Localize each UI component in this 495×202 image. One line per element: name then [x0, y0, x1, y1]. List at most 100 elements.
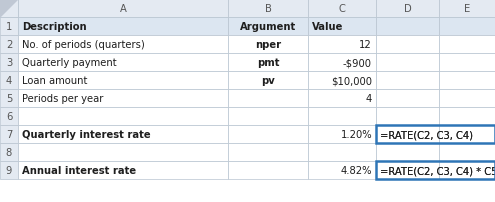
Bar: [0, 72, 18, 89]
Text: 1.20%: 1.20%: [341, 129, 372, 139]
Text: C: C: [339, 4, 346, 14]
Bar: [228, 0, 308, 18]
Bar: [308, 72, 376, 89]
Bar: [18, 0, 228, 18]
Bar: [439, 125, 495, 143]
Text: 4: 4: [366, 94, 372, 103]
Bar: [308, 18, 376, 36]
Polygon shape: [0, 0, 18, 18]
Text: A: A: [120, 4, 126, 14]
Bar: [376, 36, 439, 54]
Bar: [18, 54, 228, 72]
Bar: [376, 161, 495, 179]
Text: Description: Description: [22, 22, 87, 32]
Bar: [18, 89, 228, 107]
Bar: [439, 72, 495, 89]
Bar: [0, 0, 18, 18]
Bar: [18, 107, 228, 125]
Text: =RATE(C2, C3, C4): =RATE(C2, C3, C4): [380, 129, 473, 139]
Bar: [308, 54, 376, 72]
Bar: [439, 143, 495, 161]
Bar: [228, 89, 308, 107]
Text: Quarterly interest rate: Quarterly interest rate: [22, 129, 150, 139]
Text: No. of periods (quarters): No. of periods (quarters): [22, 40, 145, 50]
Text: B: B: [264, 4, 271, 14]
Text: 3: 3: [6, 58, 12, 68]
Bar: [228, 107, 308, 125]
Text: nper: nper: [255, 40, 281, 50]
Bar: [228, 54, 308, 72]
Text: pmt: pmt: [257, 58, 279, 68]
Bar: [376, 143, 439, 161]
Bar: [376, 125, 495, 143]
Bar: [18, 125, 228, 143]
Text: 9: 9: [6, 165, 12, 175]
Bar: [439, 161, 495, 179]
Text: 12: 12: [359, 40, 372, 50]
Text: 4.82%: 4.82%: [341, 165, 372, 175]
Text: Annual interest rate: Annual interest rate: [22, 165, 136, 175]
Bar: [228, 125, 308, 143]
Text: 4: 4: [6, 76, 12, 86]
Bar: [376, 107, 439, 125]
Bar: [308, 143, 376, 161]
Bar: [228, 143, 308, 161]
Bar: [228, 72, 308, 89]
Bar: [0, 125, 18, 143]
Text: 6: 6: [6, 112, 12, 121]
Text: E: E: [464, 4, 470, 14]
Bar: [439, 0, 495, 18]
Text: -$900: -$900: [343, 58, 372, 68]
Bar: [439, 54, 495, 72]
Text: Value: Value: [312, 22, 344, 32]
Bar: [439, 18, 495, 36]
Text: 5: 5: [6, 94, 12, 103]
Text: Loan amount: Loan amount: [22, 76, 88, 86]
Bar: [0, 0, 18, 18]
Bar: [308, 107, 376, 125]
Bar: [0, 54, 18, 72]
Bar: [308, 125, 376, 143]
Bar: [308, 36, 376, 54]
Bar: [0, 107, 18, 125]
Bar: [228, 18, 308, 36]
Text: =RATE(C2, C3, C4) * C5: =RATE(C2, C3, C4) * C5: [380, 165, 495, 175]
Text: Quarterly payment: Quarterly payment: [22, 58, 117, 68]
Bar: [376, 89, 439, 107]
Text: =RATE(C2, C3, C4): =RATE(C2, C3, C4): [380, 129, 473, 139]
Bar: [376, 125, 439, 143]
Bar: [439, 36, 495, 54]
Bar: [0, 143, 18, 161]
Bar: [18, 161, 228, 179]
Bar: [308, 89, 376, 107]
Text: =RATE(C2, C3, C4) * C5: =RATE(C2, C3, C4) * C5: [380, 165, 495, 175]
Bar: [18, 18, 228, 36]
Text: 8: 8: [6, 147, 12, 157]
Bar: [18, 36, 228, 54]
Bar: [0, 36, 18, 54]
Bar: [18, 143, 228, 161]
Text: Periods per year: Periods per year: [22, 94, 103, 103]
Bar: [376, 54, 439, 72]
Bar: [376, 0, 439, 18]
Bar: [376, 18, 439, 36]
Text: 2: 2: [6, 40, 12, 50]
Bar: [228, 36, 308, 54]
Bar: [439, 107, 495, 125]
Text: 1: 1: [6, 22, 12, 32]
Text: $10,000: $10,000: [331, 76, 372, 86]
Bar: [0, 89, 18, 107]
Bar: [228, 161, 308, 179]
Bar: [376, 161, 439, 179]
Text: Argument: Argument: [240, 22, 296, 32]
Bar: [0, 18, 18, 36]
Bar: [376, 72, 439, 89]
Bar: [0, 161, 18, 179]
Bar: [308, 161, 376, 179]
Text: pv: pv: [261, 76, 275, 86]
Bar: [18, 72, 228, 89]
Text: D: D: [403, 4, 411, 14]
Text: 7: 7: [6, 129, 12, 139]
Bar: [308, 0, 376, 18]
Bar: [439, 89, 495, 107]
